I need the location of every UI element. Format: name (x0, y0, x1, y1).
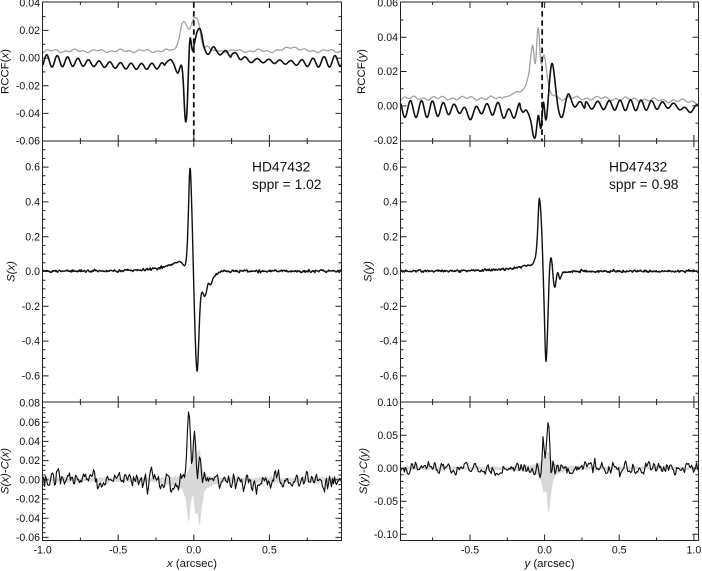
svg-text:-0.02: -0.02 (16, 80, 40, 92)
svg-text:-0.2: -0.2 (380, 301, 398, 313)
svg-text:-0.2: -0.2 (22, 301, 40, 313)
svg-text:S(x)-C(x): S(x)-C(x) (0, 448, 12, 494)
svg-text:S(y)-C(y): S(y)-C(y) (358, 448, 370, 494)
svg-text:0.0: 0.0 (25, 266, 40, 278)
svg-text:-0.04: -0.04 (16, 108, 40, 120)
svg-text:0.00: 0.00 (19, 474, 40, 486)
svg-text:-0.06: -0.06 (16, 136, 40, 148)
svg-text:0.0: 0.0 (383, 266, 398, 278)
svg-text:-1.0: -1.0 (33, 545, 51, 557)
svg-text:0.06: 0.06 (377, 0, 398, 9)
svg-text:1.0: 1.0 (687, 545, 702, 557)
svg-text:-0.6: -0.6 (380, 371, 398, 383)
svg-text:0.04: 0.04 (377, 32, 398, 44)
svg-text:HD47432: HD47432 (609, 160, 667, 175)
svg-text:-0.02: -0.02 (16, 494, 40, 506)
svg-text:0.0: 0.0 (537, 545, 552, 557)
svg-text:0.0: 0.0 (186, 545, 201, 557)
svg-text:-0.05: -0.05 (374, 496, 398, 508)
svg-text:0.4: 0.4 (25, 197, 40, 209)
svg-text:0.5: 0.5 (262, 545, 277, 557)
svg-text:-0.4: -0.4 (22, 336, 40, 348)
svg-text:0.6: 0.6 (383, 162, 398, 174)
svg-text:-0.04: -0.04 (16, 513, 40, 525)
svg-text:-0.5: -0.5 (109, 545, 127, 557)
svg-text:-0.6: -0.6 (22, 371, 40, 383)
svg-text:0.2: 0.2 (25, 231, 40, 243)
svg-text:x (arcsec): x (arcsec) (166, 558, 217, 570)
svg-text:0.08: 0.08 (19, 398, 40, 410)
svg-text:0.6: 0.6 (25, 162, 40, 174)
svg-text:0.02: 0.02 (19, 25, 40, 37)
svg-text:sppr = 1.02: sppr = 1.02 (252, 177, 321, 192)
svg-text:0.04: 0.04 (19, 436, 40, 448)
svg-text:-0.10: -0.10 (374, 529, 398, 541)
svg-text:0.2: 0.2 (383, 231, 398, 243)
svg-text:0.05: 0.05 (377, 430, 398, 442)
svg-text:y (arcsec): y (arcsec) (523, 558, 574, 570)
svg-text:0.04: 0.04 (19, 0, 40, 9)
svg-text:RCCF(x): RCCF(x) (0, 49, 11, 94)
svg-text:0.00: 0.00 (377, 463, 398, 475)
svg-text:HD47432: HD47432 (252, 160, 310, 175)
svg-text:-0.4: -0.4 (380, 336, 398, 348)
svg-text:0.06: 0.06 (19, 417, 40, 429)
svg-text:-0.06: -0.06 (16, 532, 40, 544)
svg-text:-0.02: -0.02 (374, 135, 398, 147)
svg-text:0.02: 0.02 (19, 455, 40, 467)
svg-text:0.02: 0.02 (377, 66, 398, 78)
svg-text:0.4: 0.4 (383, 197, 398, 209)
svg-text:0.5: 0.5 (612, 545, 627, 557)
svg-text:0.00: 0.00 (19, 53, 40, 65)
svg-text:S(y): S(y) (363, 261, 375, 282)
svg-text:0.10: 0.10 (377, 397, 398, 409)
svg-text:0.00: 0.00 (377, 101, 398, 113)
svg-text:S(x): S(x) (6, 261, 18, 282)
svg-text:-0.5: -0.5 (461, 545, 479, 557)
svg-text:RCCF(y): RCCF(y) (356, 49, 368, 94)
svg-text:sppr = 0.98: sppr = 0.98 (609, 177, 679, 192)
